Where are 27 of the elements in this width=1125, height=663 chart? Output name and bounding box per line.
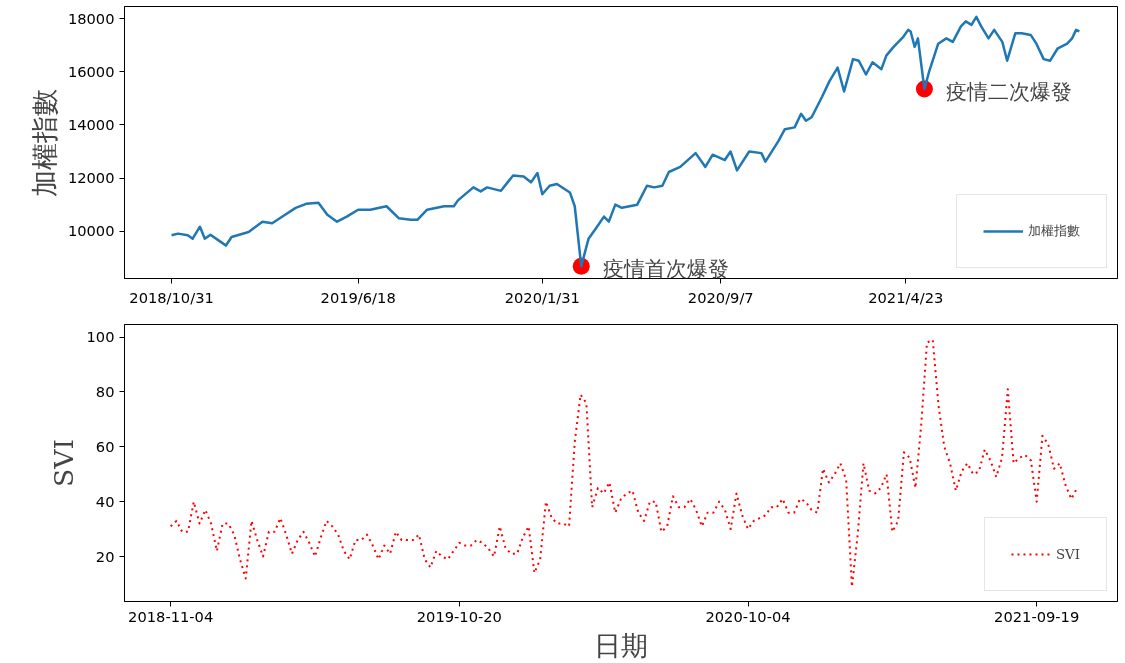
y-tick-label: 18000 bbox=[67, 9, 115, 27]
legend-label: 加權指數 bbox=[1028, 222, 1080, 240]
annotation: 疫情二次爆發 bbox=[946, 78, 1073, 104]
y-tick-label: 14000 bbox=[67, 115, 115, 133]
y-tick-label: 16000 bbox=[67, 62, 115, 80]
y-tick-label: 60 bbox=[95, 437, 115, 455]
y-tick-label: 10000 bbox=[67, 222, 115, 240]
y-tick-label: 100 bbox=[86, 328, 115, 346]
line-series bbox=[169, 338, 1079, 588]
x-tick-label: 2020/9/7 bbox=[687, 288, 754, 306]
x-tick-label: 2021/4/23 bbox=[868, 288, 944, 306]
x-tick-label: 2018-11-04 bbox=[128, 607, 214, 625]
y-tick-label: 40 bbox=[95, 492, 115, 510]
y-axis-title: SVI bbox=[47, 438, 79, 488]
x-tick-label: 2018/10/31 bbox=[129, 288, 214, 306]
legend-label: SVI bbox=[1055, 546, 1080, 562]
y-tick-label: 12000 bbox=[67, 169, 115, 187]
x-tick-label: 2020/1/31 bbox=[504, 288, 580, 306]
x-tick-label: 2019/6/18 bbox=[320, 288, 396, 306]
x-tick-label: 2020-10-04 bbox=[705, 607, 791, 625]
x-tick-label: 2019-10-20 bbox=[416, 607, 502, 625]
y-axis-title: 加權指數 bbox=[28, 88, 60, 197]
y-tick-label: 80 bbox=[95, 382, 115, 400]
x-axis-title: 日期 bbox=[594, 629, 648, 661]
y-tick-label: 20 bbox=[95, 547, 115, 565]
annotation: 疫情首次爆發 bbox=[603, 255, 730, 281]
x-tick-label: 2021-09-19 bbox=[994, 607, 1080, 625]
